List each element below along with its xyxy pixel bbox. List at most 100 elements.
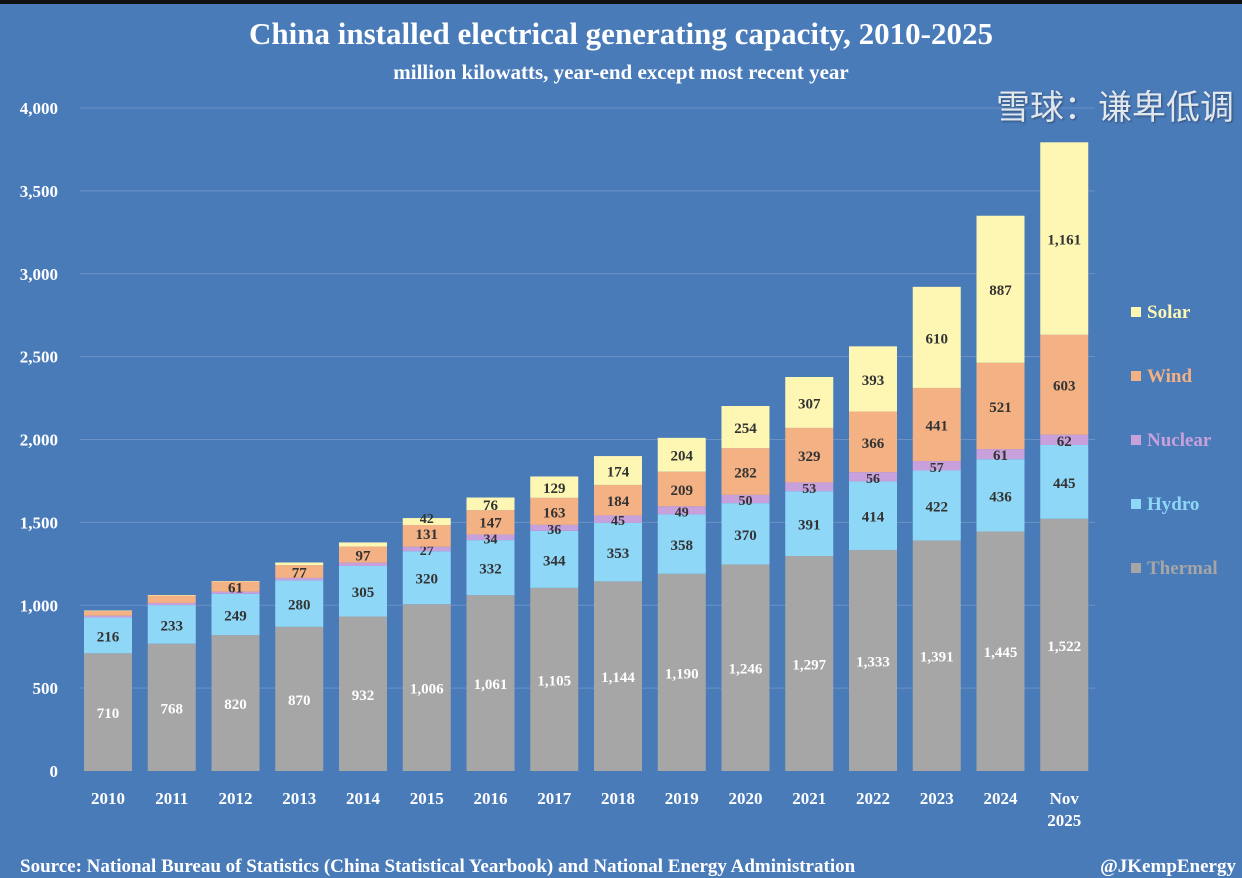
bar-solar [912, 286, 961, 388]
bar-nuclear [84, 615, 132, 618]
data-label-thermal: 932 [352, 688, 375, 704]
source-note: Source: National Bureau of Statistics (C… [20, 856, 856, 877]
data-label-hydro: 332 [479, 562, 502, 578]
y-tick-label: 3,000 [20, 265, 58, 284]
y-tick-label: 500 [33, 679, 59, 698]
data-label-thermal: 1,006 [410, 682, 444, 698]
data-label-hydro: 353 [607, 546, 630, 562]
x-tick-label: 2019 [665, 789, 699, 808]
y-tick-label: 2,500 [20, 348, 58, 367]
x-tick-label: 2014 [346, 789, 381, 808]
x-tick-label: 2016 [474, 789, 508, 808]
data-label-wind: 282 [734, 465, 757, 481]
x-tick-label: 2023 [920, 789, 954, 808]
x-tick-label: 2020 [729, 789, 763, 808]
data-label-wind: 147 [479, 515, 502, 531]
data-label-wind: 77 [292, 566, 308, 582]
data-label-nuclear: 61 [993, 448, 1008, 464]
y-tick-label: 2,000 [20, 431, 58, 450]
bar-hydro [466, 540, 515, 596]
bar-thermal [1040, 518, 1089, 771]
bar-solar [721, 406, 770, 449]
data-label-thermal: 768 [161, 701, 184, 717]
x-tick-label: 2015 [410, 789, 444, 808]
data-label-wind: 521 [989, 400, 1012, 416]
bar-wind [657, 471, 706, 507]
bar-hydro [211, 593, 260, 636]
bar-nuclear [530, 524, 579, 531]
x-tick-label: 2011 [155, 789, 188, 808]
bar-wind [402, 525, 451, 547]
data-label-hydro: 305 [352, 585, 375, 601]
top-border [0, 0, 1242, 4]
bar-hydro [976, 459, 1025, 532]
data-label-solar: 129 [543, 481, 566, 497]
data-label-solar: 393 [862, 373, 885, 389]
bar-solar [976, 215, 1025, 363]
bar-thermal [657, 573, 706, 771]
bar-nuclear [1040, 434, 1089, 445]
bar-thermal [912, 540, 961, 771]
bar-hydro [339, 565, 387, 617]
bar-nuclear [211, 591, 260, 594]
legend-label-solar: Solar [1147, 302, 1191, 323]
bar-wind [594, 484, 642, 516]
data-label-thermal: 710 [97, 706, 120, 722]
data-label-wind: 131 [416, 527, 439, 543]
data-label-thermal: 1,144 [601, 670, 635, 686]
bar-wind [84, 610, 132, 616]
bar-nuclear [594, 515, 642, 523]
bar-hydro [275, 580, 324, 627]
bar-thermal [211, 635, 260, 771]
data-label-thermal: 870 [288, 693, 311, 709]
bar-thermal [530, 587, 579, 771]
bar-nuclear [147, 602, 196, 606]
bar-thermal [849, 550, 897, 771]
bar-nuclear [849, 472, 897, 482]
data-label-hydro: 445 [1053, 476, 1076, 492]
legend-label-nuclear: Nuclear [1147, 430, 1212, 451]
bar-nuclear [721, 494, 770, 504]
bar-wind [147, 595, 196, 603]
bar-nuclear [339, 562, 387, 566]
data-label-nuclear: 36 [547, 523, 561, 538]
data-label-hydro: 422 [926, 499, 949, 515]
legend-swatch-hydro [1131, 499, 1141, 509]
bar-hydro [912, 470, 961, 541]
bar-wind [849, 411, 897, 473]
x-tick-label: Nov [1050, 789, 1080, 808]
data-label-wind: 97 [356, 549, 372, 565]
bar-nuclear [785, 482, 834, 492]
data-label-solar: 42 [420, 512, 434, 527]
x-tick-label: 2012 [219, 789, 253, 808]
data-label-nuclear: 50 [739, 494, 753, 509]
data-label-hydro: 216 [97, 629, 120, 645]
bar-hydro [84, 617, 132, 654]
data-label-solar: 610 [926, 331, 949, 347]
data-label-hydro: 391 [798, 518, 821, 534]
bar-wind [721, 448, 770, 495]
bar-hydro [147, 605, 196, 644]
bar-nuclear [402, 546, 451, 552]
data-label-solar: 887 [989, 283, 1012, 299]
bar-nuclear [912, 461, 961, 471]
x-tick-label: 2022 [856, 789, 890, 808]
bar-solar [785, 377, 834, 428]
data-label-thermal: 1,246 [729, 662, 763, 678]
bar-wind [339, 546, 387, 563]
legend-label-thermal: Thermal [1147, 558, 1218, 579]
chart-subtitle: million kilowatts, year-end except most … [393, 60, 849, 84]
y-tick-label: 0 [50, 762, 59, 781]
bar-thermal [466, 595, 515, 771]
bar-nuclear [466, 534, 515, 541]
data-label-hydro: 320 [416, 572, 439, 588]
author-handle: @JKempEnergy [1100, 856, 1236, 877]
x-tick-label: 2017 [537, 789, 572, 808]
bar-nuclear [976, 449, 1025, 460]
bar-solar [211, 581, 260, 582]
y-tick-label: 3,500 [20, 182, 58, 201]
bar-solar [339, 542, 387, 547]
data-label-hydro: 249 [224, 608, 247, 624]
bar-thermal [976, 531, 1025, 771]
legend-swatch-wind [1131, 371, 1141, 381]
